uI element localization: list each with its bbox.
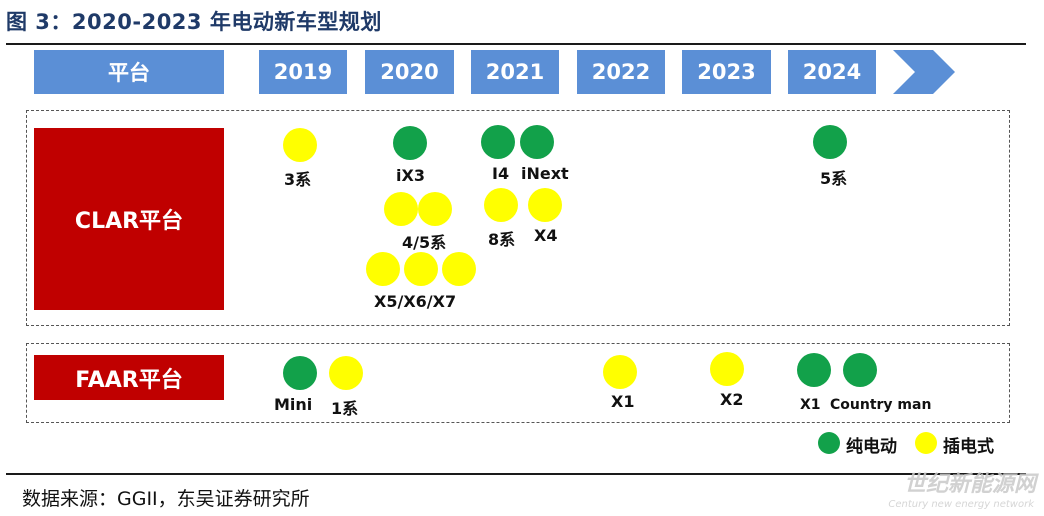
model-5-series-ev-label: 5系 (820, 169, 848, 188)
model-x6-dot (404, 252, 438, 286)
legend-pure-electric-label: 纯电动 (846, 437, 897, 457)
model-5-series-dot (418, 192, 452, 226)
watermark: 世纪新能源网 (903, 472, 1036, 497)
clar-section (26, 110, 1010, 326)
model-3-series-dot (283, 128, 317, 162)
model-countryman-dot (843, 353, 877, 387)
header-platform: 平台 (34, 50, 224, 94)
header-year-2020: 2020 (365, 50, 454, 94)
header-year-2024: 2024 (788, 50, 876, 94)
model-i4-dot (481, 125, 515, 159)
model-x2-dot (710, 352, 744, 386)
watermark-subtitle: Century new energy network (888, 499, 1034, 510)
model-x1-phev-dot (603, 355, 637, 389)
model-x1-ev-label: X1 (800, 397, 821, 413)
source-note: 数据来源：GGII，东吴证券研究所 (22, 488, 310, 510)
model-countryman-label: Country man (830, 397, 932, 413)
model-i4-label: I4 (492, 164, 510, 183)
header-year-2022: 2022 (577, 50, 665, 94)
model-x7-dot (442, 252, 476, 286)
timeline-arrow-icon (893, 50, 955, 94)
clar-platform-box: CLAR平台 (34, 128, 224, 310)
faar-platform-box: FAAR平台 (34, 355, 224, 400)
model-1-series-dot (329, 356, 363, 390)
bottom-rule (6, 473, 1026, 475)
model-inext-label: iNext (521, 164, 569, 183)
model-8-series-label: 8系 (488, 230, 516, 249)
model-inext-dot (520, 125, 554, 159)
model-mini-label: Mini (274, 395, 313, 414)
top-rule (6, 43, 1026, 45)
model-3-series-label: 3系 (284, 170, 312, 189)
legend-plug-in-label: 插电式 (943, 437, 994, 457)
model-x2-label: X2 (720, 390, 744, 409)
figure-title: 图 3：2020-2023 年电动新车型规划 (6, 10, 382, 34)
model-x1-ev-dot (797, 353, 831, 387)
legend-plug-in-swatch (915, 432, 937, 454)
header-year-2023: 2023 (682, 50, 771, 94)
model-4-5-series-label: 4/5系 (402, 233, 447, 252)
model-1-series-label: 1系 (331, 399, 359, 418)
model-x1-phev-label: X1 (611, 392, 635, 411)
legend-pure-electric-swatch (818, 432, 840, 454)
model-ix3-label: iX3 (396, 166, 425, 185)
model-4-series-dot (384, 192, 418, 226)
model-ix3-dot (393, 126, 427, 160)
header-year-2019: 2019 (259, 50, 347, 94)
model-8-series-dot (484, 188, 518, 222)
model-x4-label: X4 (534, 226, 558, 245)
model-5-series-ev-dot (813, 125, 847, 159)
model-mini-dot (283, 356, 317, 390)
model-x5-dot (366, 252, 400, 286)
faar-section (26, 343, 1010, 423)
model-x4-dot (528, 188, 562, 222)
header-year-2021: 2021 (471, 50, 559, 94)
model-x5-x6-x7-label: X5/X6/X7 (374, 292, 457, 311)
